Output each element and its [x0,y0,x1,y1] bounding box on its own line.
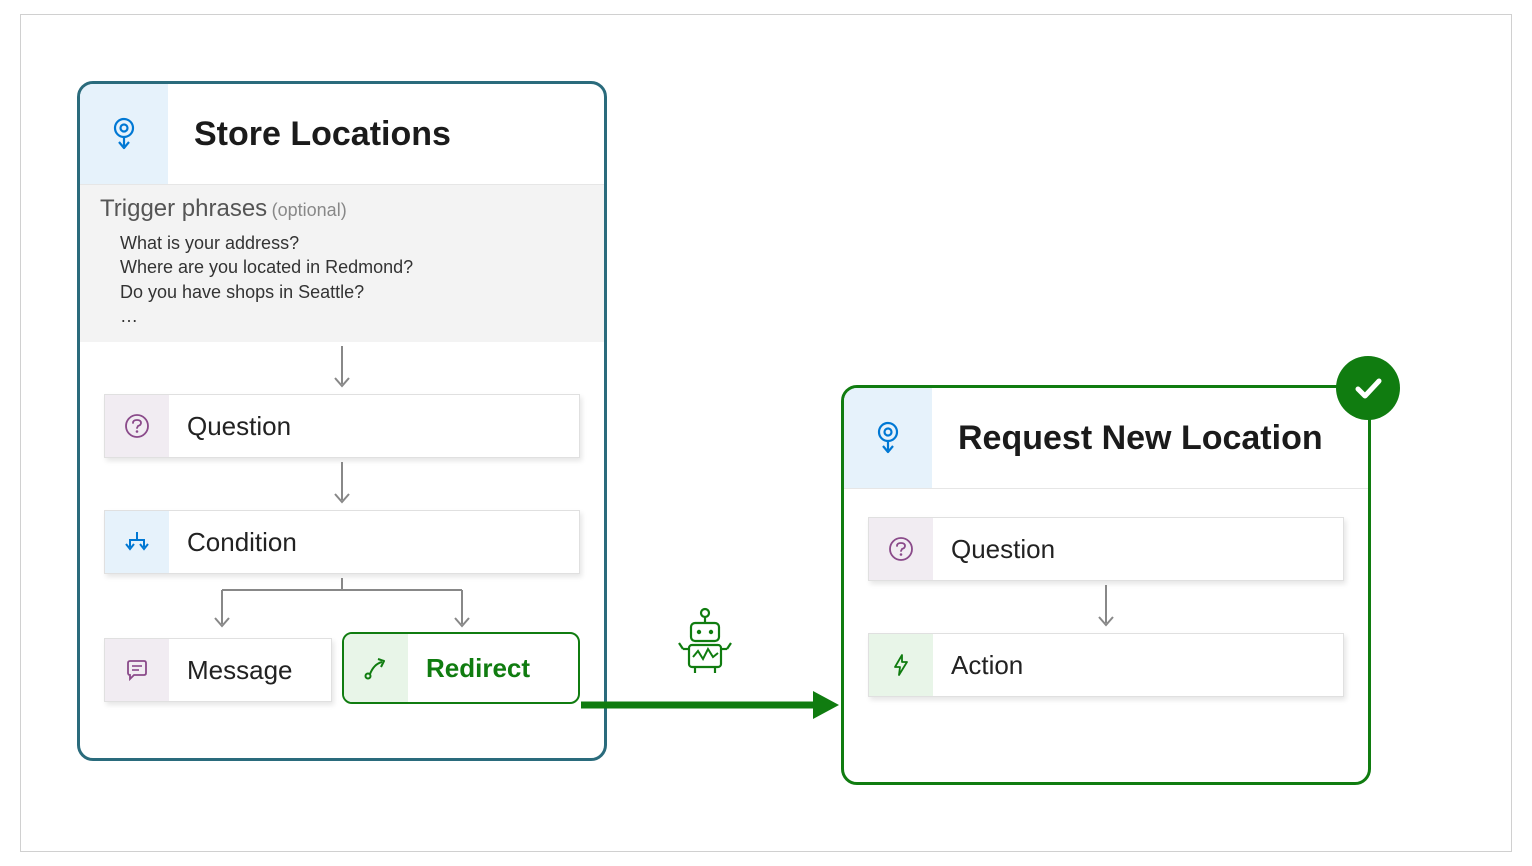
trigger-line: Where are you located in Redmond? [120,255,584,279]
message-icon [124,657,150,683]
card-title: Store Locations [168,84,477,184]
topic-icon-box [80,84,168,184]
node-label: Question [169,395,309,457]
node-question[interactable]: Question [868,517,1344,581]
redirect-arrow-icon [581,685,841,725]
node-iconbox [105,511,169,573]
node-iconbox [344,634,408,702]
arrow-down-icon [332,344,352,392]
card-title: Request New Location [932,388,1349,488]
robot-icon [669,605,741,677]
flow-area-left: Question Condition [80,342,604,772]
node-label: Redirect [408,634,548,702]
node-redirect[interactable]: Redirect [342,632,580,704]
checkmark-icon [1348,368,1388,408]
trigger-line: Do you have shops in Seattle? [120,280,584,304]
node-iconbox [105,395,169,457]
branch-arrows-icon [104,576,580,636]
arrow-down-icon [1096,583,1116,631]
question-icon [124,413,150,439]
trigger-line: What is your address? [120,231,584,255]
card-header: Store Locations [80,84,604,185]
node-question[interactable]: Question [104,394,580,458]
node-label: Message [169,639,311,701]
question-icon [888,536,914,562]
node-condition[interactable]: Condition [104,510,580,574]
topic-icon [110,116,138,152]
topic-card-store-locations: Store Locations Trigger phrases (optiona… [77,81,607,761]
topic-card-request-new-location: Request New Location Question [841,385,1371,785]
trigger-line: … [120,304,584,328]
condition-icon [124,529,150,555]
node-label: Question [933,518,1073,580]
node-action[interactable]: Action [868,633,1344,697]
diagram-frame: Store Locations Trigger phrases (optiona… [20,14,1512,852]
node-iconbox [869,634,933,696]
node-message[interactable]: Message [104,638,332,702]
check-badge [1336,356,1400,420]
node-iconbox [105,639,169,701]
action-icon [888,652,914,678]
node-iconbox [869,518,933,580]
node-label: Action [933,634,1041,696]
trigger-phrases-block: Trigger phrases (optional) What is your … [80,185,604,342]
redirect-icon [362,654,390,682]
topic-icon-box [844,388,932,488]
trigger-title: Trigger phrases [100,195,267,222]
arrow-down-icon [332,460,352,508]
card-header: Request New Location [844,388,1368,489]
topic-icon [874,420,902,456]
trigger-subtitle: (optional) [272,200,347,220]
trigger-lines: What is your address? Where are you loca… [100,223,584,328]
node-label: Condition [169,511,315,573]
flow-area-right: Question Action [844,489,1368,769]
